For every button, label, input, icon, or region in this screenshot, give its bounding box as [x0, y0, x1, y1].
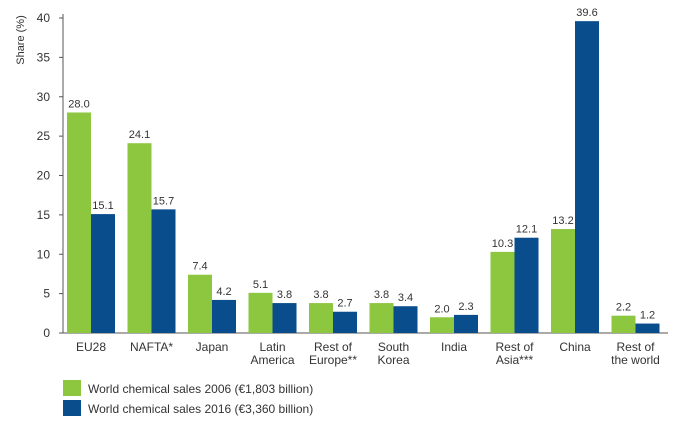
y-tick-label: 35: [37, 50, 51, 64]
x-tick-label: Rest of: [616, 340, 655, 354]
x-tick-label: Japan: [196, 340, 229, 354]
legend: World chemical sales 2006 (€1,803 billio…: [63, 380, 313, 416]
bar-2016: [272, 303, 297, 333]
data-label: 13.2: [552, 215, 573, 227]
bar-2006: [551, 229, 575, 333]
bar-2006: [248, 292, 273, 333]
bar-2016: [333, 311, 357, 333]
data-label: 7.4: [192, 261, 207, 273]
bar-2016: [212, 299, 236, 333]
data-label: 2.7: [337, 298, 352, 310]
data-label: 10.3: [492, 238, 513, 250]
x-tick-label: EU28: [76, 340, 106, 354]
x-tick-label: Europe**: [309, 353, 357, 367]
data-label: 2.2: [616, 302, 631, 314]
data-label: 4.2: [216, 286, 231, 298]
bar-2016: [91, 214, 115, 333]
data-label: 3.8: [374, 289, 389, 301]
data-label: 2.3: [458, 301, 473, 313]
data-label: 15.7: [153, 195, 174, 207]
y-tick-label: 0: [43, 326, 50, 340]
y-tick-label: 40: [37, 11, 51, 25]
legend-swatch: [63, 400, 81, 416]
y-tick-label: 5: [43, 287, 50, 301]
bar-2016: [151, 209, 176, 333]
bar-2016: [575, 21, 599, 334]
data-label: 5.1: [253, 279, 268, 291]
x-tick-label: China: [559, 340, 591, 354]
data-label: 15.1: [92, 200, 113, 212]
y-tick-label: 10: [37, 247, 51, 261]
bar-2006: [309, 303, 333, 333]
bars-group: [67, 21, 660, 334]
y-tick-label: 30: [37, 90, 51, 104]
x-tick-label: NAFTA*: [130, 340, 173, 354]
data-label: 3.8: [313, 289, 328, 301]
data-label: 24.1: [129, 129, 150, 141]
bar-2006: [430, 317, 454, 333]
x-tick-label: Latin: [259, 340, 285, 354]
x-tick-label: South: [378, 340, 409, 354]
bar-2006: [127, 143, 152, 333]
bar-2006: [67, 112, 91, 333]
bar-2006: [188, 274, 212, 333]
data-label: 1.2: [640, 310, 655, 322]
data-label: 2.0: [434, 303, 449, 315]
data-label: 3.8: [277, 289, 292, 301]
bar-2006: [490, 251, 515, 333]
bar-2006: [369, 303, 394, 333]
x-tick-label: the world: [611, 353, 660, 367]
legend-swatch: [63, 380, 81, 396]
bar-2016: [393, 306, 418, 333]
bar-2006: [611, 315, 636, 333]
legend-label: World chemical sales 2016 (€3,360 billio…: [88, 402, 313, 416]
data-label: 39.6: [576, 7, 597, 19]
bar-2016: [454, 314, 478, 333]
bar-2016: [635, 323, 660, 333]
x-tick-label: Korea: [377, 353, 409, 367]
y-tick-label: 25: [37, 129, 51, 143]
y-tick-label: 15: [37, 208, 51, 222]
y-tick-label: 20: [37, 169, 51, 183]
bar-2016: [514, 237, 539, 333]
x-tick-label: Rest of: [495, 340, 534, 354]
data-label: 3.4: [398, 292, 413, 304]
legend-label: World chemical sales 2006 (€1,803 billio…: [88, 382, 313, 396]
data-label: 28.0: [68, 99, 89, 111]
x-tick-label: Asia***: [496, 353, 534, 367]
x-tick-label: Rest of: [314, 340, 353, 354]
y-axis-title: Share (%): [15, 15, 27, 65]
x-tick-label: India: [441, 340, 467, 354]
data-label: 12.1: [516, 224, 537, 236]
x-tick-label: America: [250, 353, 294, 367]
labels-group: 28.0 15.1 EU28 24.1 15.7 NAFTA* 7.4 4.2 Japan 5.1…: [68, 7, 660, 367]
